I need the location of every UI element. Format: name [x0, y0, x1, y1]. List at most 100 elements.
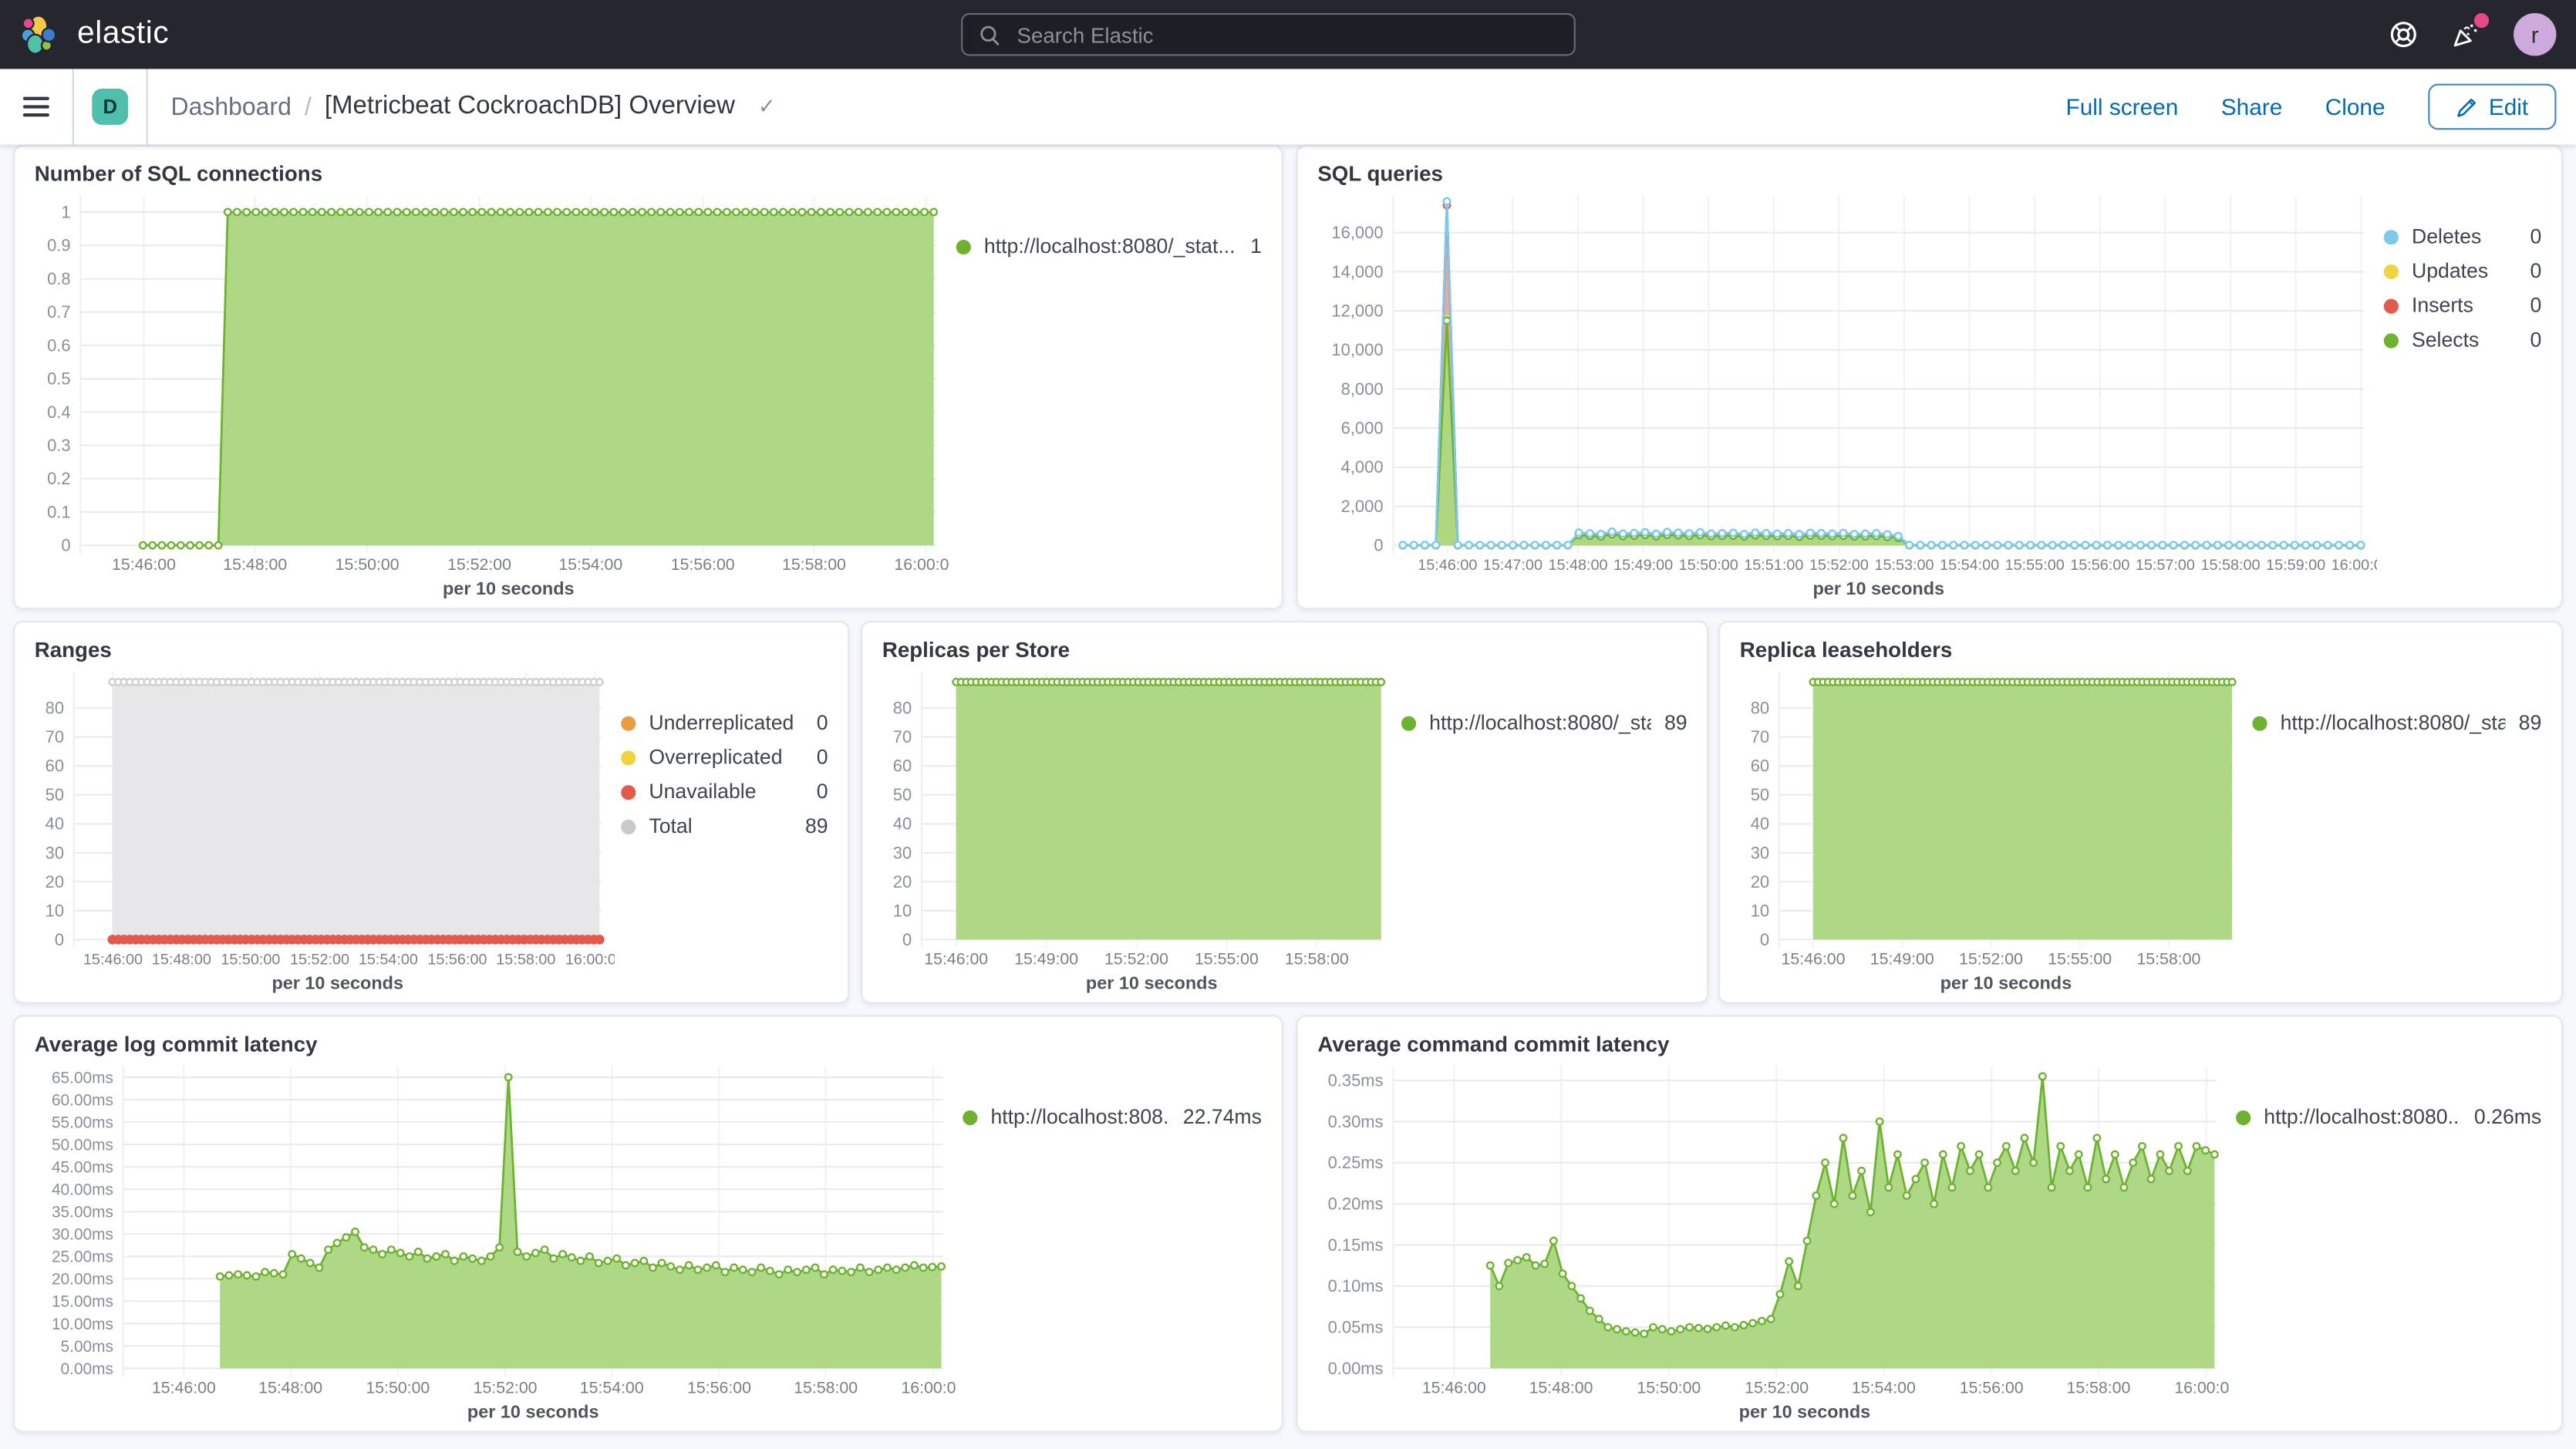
legend-label: Selects — [2411, 329, 2480, 352]
help-icon[interactable] — [2389, 20, 2418, 49]
svg-text:0.3: 0.3 — [47, 436, 71, 455]
svg-text:8,000: 8,000 — [1341, 379, 1384, 399]
legend-item[interactable]: Deletes 0 — [2383, 225, 2541, 248]
svg-text:15:53:00: 15:53:00 — [1874, 557, 1934, 574]
legend-item[interactable]: http://localhost:8080/_sta... 89 — [2252, 711, 2541, 734]
legend-item[interactable]: http://localhost:8080... 0.26ms — [2236, 1106, 2541, 1128]
legend-value: 0 — [2530, 329, 2542, 352]
clone-button[interactable]: Clone — [2325, 93, 2385, 120]
svg-text:10.00ms: 10.00ms — [52, 1316, 113, 1333]
nav-bar: D Dashboard / [Metricbeat CockroachDB] O… — [0, 69, 2576, 145]
legend-value: 1 — [1250, 234, 1262, 258]
legend-value: 0 — [816, 711, 828, 735]
title-check-icon[interactable]: ✓ — [757, 93, 777, 119]
panel-sql-queries: SQL queries 15:46:00 15:47:00 15:48:00 15:4… — [1296, 144, 2563, 610]
svg-text:1: 1 — [61, 203, 70, 222]
legend-value: 89 — [2518, 711, 2542, 735]
svg-text:15:55:00: 15:55:00 — [2005, 557, 2065, 574]
legend-item[interactable]: Inserts 0 — [2383, 294, 2541, 318]
ranges-chart: 15:46:00 15:48:00 15:50:00 15:52:00 15:54:00… — [35, 662, 615, 995]
svg-text:15:54:00: 15:54:00 — [359, 951, 418, 968]
svg-text:10: 10 — [893, 901, 912, 920]
svg-text:30: 30 — [893, 843, 912, 862]
svg-text:0.35ms: 0.35ms — [1328, 1071, 1384, 1090]
panel-title: Average command commit latency — [1317, 1031, 1670, 1056]
svg-text:50.00ms: 50.00ms — [52, 1137, 113, 1154]
legend-value: 0 — [2530, 259, 2542, 283]
legend-item[interactable]: http://localhost:808... 22.74ms — [963, 1105, 1262, 1129]
legend-label: Unavailable — [649, 780, 757, 804]
svg-text:55.00ms: 55.00ms — [52, 1114, 113, 1131]
leaseholders-legend: http://localhost:8080/_sta... 89 — [2246, 662, 2541, 995]
panel-average-command-commit-latency: Average command commit latency 15:46:00 1… — [1296, 1015, 2563, 1433]
edit-button[interactable]: Edit — [2428, 83, 2557, 130]
svg-text:35.00ms: 35.00ms — [52, 1204, 113, 1222]
legend-item[interactable]: Updates 0 — [2383, 259, 2542, 283]
panel-ranges: Ranges 15:46:00 15:48:00 15:50:00 15:52:00 1… — [13, 621, 850, 1004]
svg-text:15:50:00: 15:50:00 — [1637, 1378, 1701, 1397]
svg-text:15:50:00: 15:50:00 — [335, 555, 400, 574]
share-button[interactable]: Share — [2220, 93, 2283, 120]
svg-text:15:58:00: 15:58:00 — [496, 951, 555, 968]
svg-text:70: 70 — [893, 727, 912, 746]
legend-label: http://localhost:808... — [990, 1105, 1170, 1129]
panel-number-of-sql-connections: Number of SQL connections 15:46:00 15:48:… — [13, 144, 1283, 610]
legend-item[interactable]: Total 89 — [621, 815, 828, 837]
breadcrumb-dashboard-link[interactable]: Dashboard — [170, 93, 292, 121]
breadcrumb: Dashboard / [Metricbeat CockroachDB] Ove… — [171, 92, 776, 121]
legend-item[interactable]: Unavailable 0 — [621, 780, 828, 804]
svg-text:15:52:00: 15:52:00 — [447, 555, 511, 574]
svg-text:15:52:00: 15:52:00 — [474, 1378, 538, 1397]
legend-item[interactable]: Underreplicated 0 — [621, 711, 828, 734]
svg-text:40: 40 — [1751, 814, 1769, 834]
legend-label: Inserts — [2411, 294, 2473, 318]
svg-text:15:48:00: 15:48:00 — [258, 1378, 322, 1397]
svg-text:15:48:00: 15:48:00 — [152, 951, 211, 968]
svg-text:15:59:00: 15:59:00 — [2266, 557, 2325, 574]
dashboard-app-badge[interactable]: D — [92, 89, 129, 125]
svg-text:15:58:00: 15:58:00 — [1285, 949, 1349, 968]
nav-actions: Full screen Share Clone Edit — [2065, 83, 2576, 130]
legend-item[interactable]: http://localhost:8080/_stat... 1 — [956, 235, 1262, 258]
svg-text:40: 40 — [46, 814, 64, 834]
svg-text:15:52:00: 15:52:00 — [1745, 1378, 1809, 1397]
legend-label: http://localhost:8080/_stat... — [983, 234, 1236, 258]
legend-item[interactable]: Selects 0 — [2383, 329, 2542, 352]
svg-text:15:52:00: 15:52:00 — [1809, 557, 1869, 574]
svg-text:15:56:00: 15:56:00 — [671, 555, 735, 574]
svg-text:15:46:00: 15:46:00 — [1418, 557, 1477, 574]
top-header: elastic — [0, 0, 2576, 69]
legend-item[interactable]: Overreplicated 0 — [621, 746, 828, 769]
legend-item[interactable]: http://localhost:8080/_sta... 89 — [1401, 711, 1688, 734]
svg-text:0: 0 — [1760, 930, 1769, 949]
logo-wordmark: elastic — [77, 16, 170, 52]
legend-color-dot — [2383, 298, 2399, 313]
svg-text:0: 0 — [55, 930, 64, 949]
menu-hamburger-icon[interactable] — [22, 96, 49, 117]
header-icons: r — [2389, 0, 2557, 69]
svg-text:per 10 seconds: per 10 seconds — [1940, 972, 2072, 992]
svg-text:70: 70 — [1751, 727, 1769, 746]
svg-text:15:52:00: 15:52:00 — [290, 951, 349, 968]
svg-text:80: 80 — [46, 699, 64, 718]
whats-new-icon[interactable] — [2451, 13, 2490, 49]
legend-label: Overreplicated — [649, 746, 783, 769]
svg-text:20: 20 — [893, 872, 912, 891]
user-avatar[interactable]: r — [2514, 13, 2557, 56]
svg-text:6,000: 6,000 — [1341, 419, 1384, 438]
global-search[interactable] — [961, 13, 1576, 56]
svg-text:15:58:00: 15:58:00 — [2066, 1378, 2130, 1397]
svg-text:40.00ms: 40.00ms — [52, 1181, 113, 1199]
svg-text:0.4: 0.4 — [47, 403, 71, 422]
full-screen-button[interactable]: Full screen — [2065, 93, 2179, 120]
elastic-logo[interactable]: elastic — [20, 13, 170, 56]
cmd-latency-chart: 15:46:00 15:48:00 15:50:00 15:52:00 15:54:00… — [1317, 1056, 2230, 1424]
svg-text:14,000: 14,000 — [1331, 262, 1383, 281]
legend-value: 0 — [816, 780, 828, 804]
search-input[interactable] — [1013, 20, 1558, 49]
replicas-legend: http://localhost:8080/_sta... 89 — [1394, 662, 1688, 995]
svg-text:15:46:00: 15:46:00 — [83, 951, 143, 968]
svg-text:15:46:00: 15:46:00 — [152, 1378, 216, 1397]
svg-text:15:54:00: 15:54:00 — [1940, 557, 1999, 574]
legend-label: Updates — [2411, 259, 2489, 283]
